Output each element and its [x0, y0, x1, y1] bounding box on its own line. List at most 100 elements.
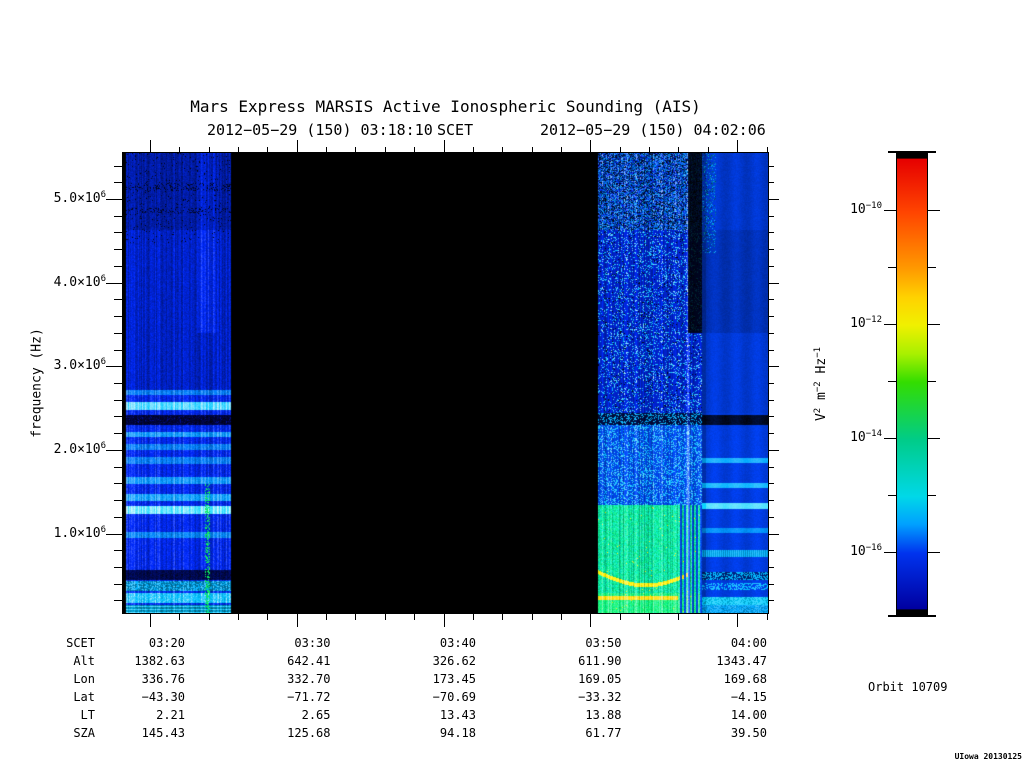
x-axis-tick-bottom: [444, 613, 445, 627]
x-axis-tick-top: [444, 140, 445, 153]
x-axis-tick-top: [385, 147, 386, 153]
x-axis-tick-top: [649, 147, 650, 153]
exponent: −16: [865, 543, 882, 553]
ephemeris-row-label: Alt: [73, 654, 95, 668]
ephemeris-table: SCET 03:20 03:30 03:40 03:50 04:00 Alt 1382.63 6…: [40, 634, 767, 742]
x-axis-tick-top: [737, 140, 738, 153]
y-axis-tick-left: [114, 400, 123, 401]
x-axis-tick-bottom: [179, 613, 180, 620]
x-axis-tick-top: [297, 140, 298, 153]
ephemeris-value: 39.50: [730, 726, 767, 740]
ephemeris-value: 145.43: [141, 726, 185, 740]
y-axis-tick-right: [768, 366, 779, 367]
ephemeris-value: −43.30: [141, 690, 185, 704]
exponent: −2: [813, 381, 823, 393]
colorbar-minor-tick-right: [928, 495, 936, 496]
ephemeris-value: 14.00: [730, 708, 767, 722]
colorbar-tick-left: [884, 324, 896, 325]
y-axis-tick-right: [768, 534, 779, 535]
x-axis-tick-top: [209, 147, 210, 153]
ephemeris-value: 2.21: [156, 708, 185, 722]
x-axis-tick-bottom: [150, 613, 151, 627]
y-axis-tick-label: 4.0×106: [53, 274, 106, 290]
x-axis-tick-top: [238, 147, 239, 153]
x-axis-tick-bottom: [620, 613, 621, 620]
y-axis-tick-right: [768, 249, 774, 250]
y-axis-tick-right: [768, 166, 774, 167]
y-axis-tick-right: [768, 216, 774, 217]
exponent: 6: [100, 441, 106, 451]
ephemeris-value: 125.68: [287, 726, 331, 740]
y-axis-tick-left: [114, 467, 123, 468]
y-axis-tick-left: [106, 534, 123, 535]
y-axis-tick-left: [114, 483, 123, 484]
x-axis-tick-bottom: [767, 613, 768, 620]
y-axis-tick-right: [768, 350, 774, 351]
x-axis-tick-bottom: [385, 613, 386, 620]
colorbar-tick-right: [928, 210, 940, 211]
x-axis-tick-top: [473, 147, 474, 153]
y-axis-title: frequency (Hz): [29, 328, 45, 438]
y-axis-tick-right: [768, 400, 774, 401]
y-axis-tick-right: [768, 266, 774, 267]
x-axis-tick-top: [532, 147, 533, 153]
y-axis-tick-left: [114, 216, 123, 217]
ephemeris-row-label: LT: [80, 708, 95, 722]
ephemeris-value: 169.05: [578, 672, 622, 686]
ephemeris-value: 169.68: [723, 672, 767, 686]
y-axis-tick-left: [114, 567, 123, 568]
y-axis-tick-right: [768, 232, 774, 233]
y-axis-tick-right: [768, 483, 774, 484]
y-axis-tick-right: [768, 450, 779, 451]
y-axis-tick-right: [768, 416, 774, 417]
ephemeris-value: −4.15: [730, 690, 767, 704]
y-axis-tick-left: [114, 416, 123, 417]
x-axis-tick-bottom: [238, 613, 239, 620]
ephemeris-row-label: SCET: [66, 636, 95, 650]
colorbar-tick-left: [884, 210, 896, 211]
y-axis-tick-left: [114, 232, 123, 233]
y-axis-tick-left: [114, 333, 123, 334]
exponent: −1: [813, 346, 823, 358]
x-axis-tick-bottom: [209, 613, 210, 620]
colorbar-tick-right: [928, 438, 940, 439]
ephemeris-value: 13.43: [439, 708, 476, 722]
colorbar-minor-tick-left: [888, 267, 896, 268]
x-axis-tick-bottom: [267, 613, 268, 620]
y-axis-tick-left: [114, 266, 123, 267]
y-axis-tick-right: [768, 517, 774, 518]
y-axis-tick-left: [114, 350, 123, 351]
colorbar-tick-right: [928, 324, 940, 325]
ephemeris-value: 326.62: [432, 654, 476, 668]
colorbar-tick-label: 10−10: [850, 201, 882, 217]
y-axis-tick-right: [768, 182, 774, 183]
spectrogram-heatmap: [123, 153, 768, 613]
exponent: 6: [100, 274, 106, 284]
x-axis-tick-top: [561, 147, 562, 153]
y-axis-tick-left: [114, 316, 123, 317]
ephemeris-row-label: Lon: [73, 672, 95, 686]
ephemeris-row-label: Lat: [73, 690, 95, 704]
credit-label: UIowa 20130125: [954, 752, 1022, 761]
x-axis-tick-bottom: [355, 613, 356, 620]
colorbar-tick-label: 10−14: [850, 429, 882, 445]
x-axis-tick-bottom: [678, 613, 679, 620]
y-axis-tick-right: [768, 567, 774, 568]
y-axis-tick-right: [768, 600, 774, 601]
ephemeris-row-label: SZA: [73, 726, 95, 740]
ephemeris-value: −70.69: [432, 690, 476, 704]
colorbar-minor-tick-left: [888, 495, 896, 496]
exponent: 6: [100, 525, 106, 535]
colorbar-minor-tick-right: [928, 381, 936, 382]
ephemeris-value: 94.18: [439, 726, 476, 740]
y-axis-tick-right: [768, 550, 774, 551]
colorbar-minor-tick-left: [888, 381, 896, 382]
orbit-label: Orbit 10709: [868, 680, 948, 694]
ephemeris-value: 61.77: [585, 726, 622, 740]
x-axis-tick-top: [150, 140, 151, 153]
x-axis-tick-top: [414, 147, 415, 153]
y-axis-tick-left: [106, 199, 123, 200]
y-axis-tick-left: [114, 584, 123, 585]
ephemeris-value: 2.65: [301, 708, 331, 722]
